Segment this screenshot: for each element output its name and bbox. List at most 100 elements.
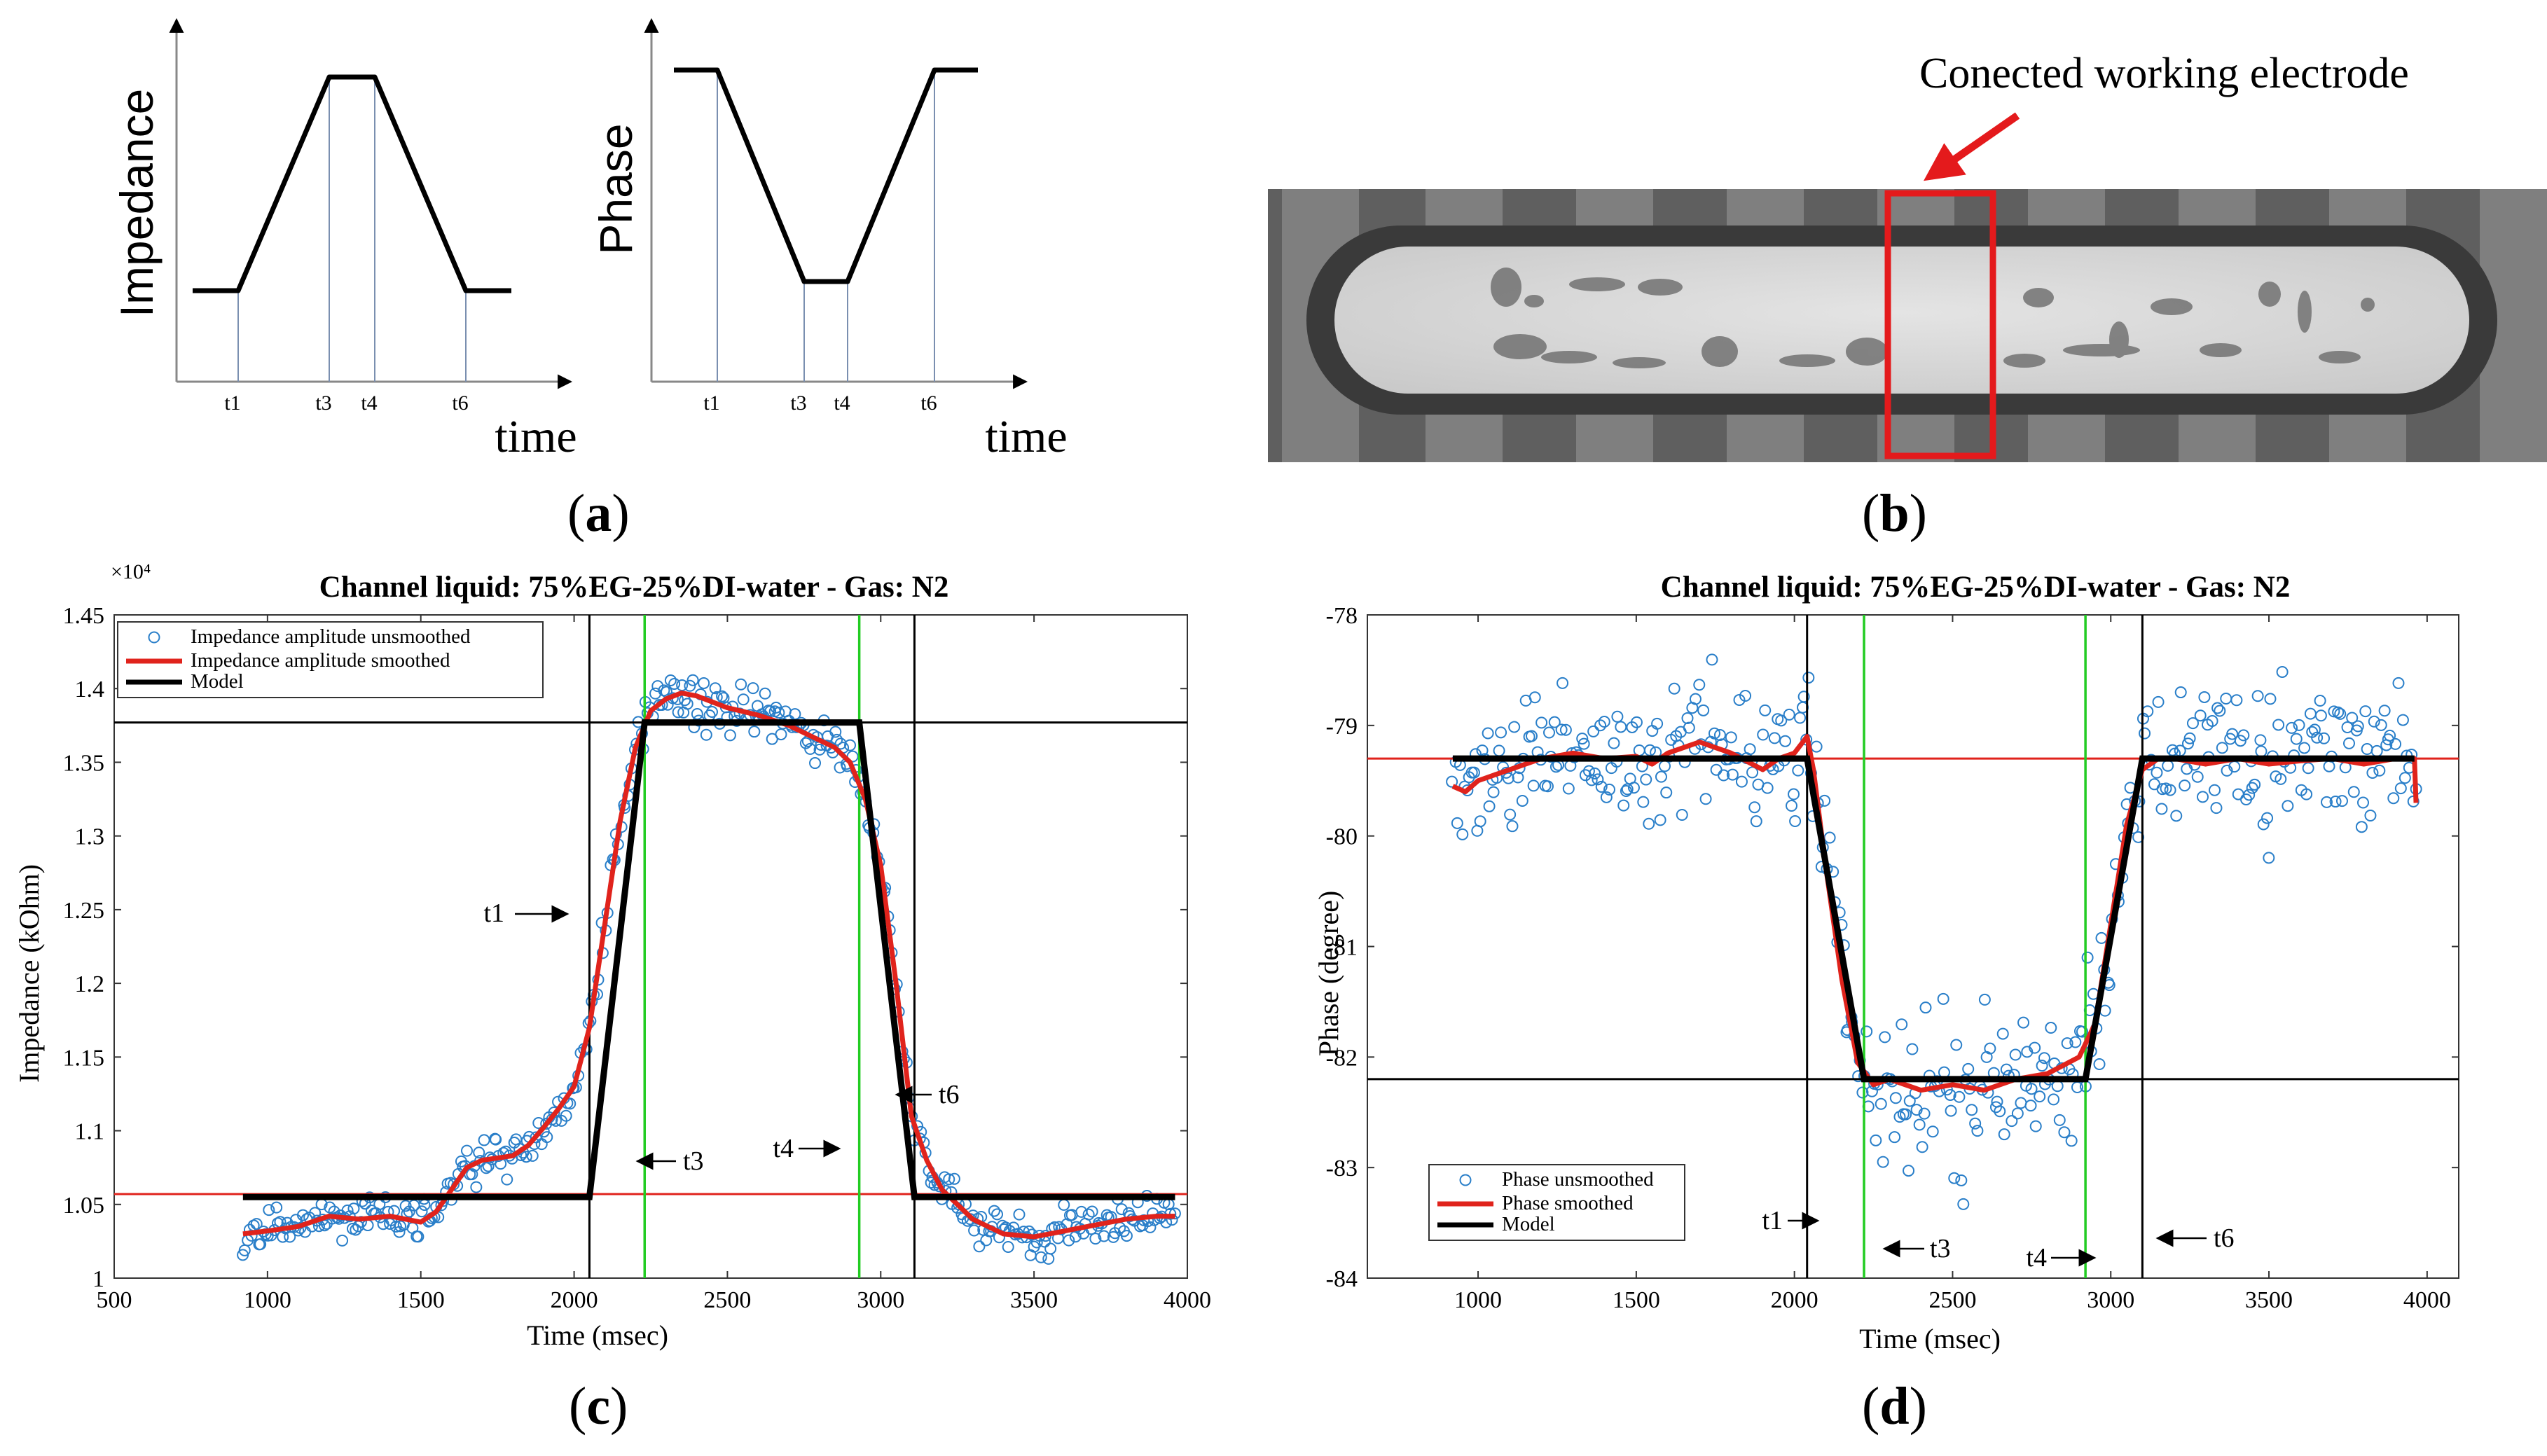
unsmoothed-point: [2389, 737, 2402, 750]
unsmoothed-point: [1718, 769, 1730, 782]
unsmoothed-point: [466, 1168, 478, 1181]
unsmoothed-point: [250, 1218, 263, 1230]
model-line: [1452, 755, 2415, 1083]
unsmoothed-point: [2373, 764, 2386, 777]
unsmoothed-point: [2261, 812, 2274, 824]
unsmoothed-point: [2257, 818, 2270, 831]
unsmoothed-point: [336, 1234, 349, 1247]
unsmoothed-point: [1468, 766, 1480, 779]
unsmoothed-point: [1640, 773, 1652, 786]
unsmoothed-point: [2293, 719, 2305, 731]
unsmoothed-point: [1792, 764, 1804, 777]
unsmoothed-points: [1446, 653, 2422, 1210]
unsmoothed-point: [1744, 743, 1756, 756]
unsmoothed-point: [2298, 742, 2311, 754]
x-tick-label: 3500: [2245, 1287, 2293, 1313]
unsmoothed-point: [1706, 653, 1718, 666]
y-tick-label: 1.45: [63, 603, 105, 629]
unsmoothed-point: [2155, 803, 2168, 815]
unsmoothed-point: [2314, 709, 2327, 722]
unsmoothed-point: [2254, 734, 2267, 747]
unsmoothed-point: [1797, 691, 1810, 703]
x-tick-label: 3000: [2087, 1287, 2134, 1313]
x-tick-label: 1000: [244, 1287, 291, 1313]
unsmoothed-point: [716, 690, 729, 702]
unsmoothed-point: [1725, 731, 1737, 744]
y-tick-label: -78: [1326, 603, 1358, 629]
unsmoothed-point: [1013, 1208, 1026, 1221]
unsmoothed-point: [2246, 782, 2258, 794]
microscope-photo: [1268, 189, 2547, 462]
unsmoothed-point: [2011, 1107, 2024, 1120]
unsmoothed-point: [1955, 1174, 1968, 1186]
unsmoothed-point: [1603, 783, 1615, 796]
unsmoothed-point: [1750, 815, 1762, 828]
panel-label-a-letter: a: [585, 484, 612, 543]
unsmoothed-point: [2152, 695, 2165, 708]
unsmoothed-point: [1098, 1230, 1110, 1242]
unsmoothed-point: [1748, 801, 1761, 814]
unsmoothed-point: [1482, 727, 1494, 740]
tick-label-t1: t1: [224, 391, 240, 415]
chart-c-ylabel: Impedance (kOhm): [13, 864, 45, 1083]
unsmoothed-point: [2342, 737, 2355, 749]
panel-label-d-letter: d: [1879, 1377, 1910, 1436]
legend-box: [117, 621, 544, 698]
unsmoothed-point: [1089, 1233, 1102, 1245]
unsmoothed-point: [834, 761, 846, 774]
unsmoothed-point: [1598, 715, 1610, 728]
unsmoothed-point: [1768, 732, 1781, 744]
unsmoothed-point: [2311, 731, 2324, 744]
tick-label-t1: t1: [703, 391, 719, 415]
unsmoothed-point: [2214, 705, 2226, 717]
unsmoothed-point: [1903, 1095, 1916, 1107]
unsmoothed-point: [735, 678, 747, 691]
unsmoothed-point: [1587, 725, 1600, 737]
unsmoothed-point: [2058, 1126, 2071, 1139]
unsmoothed-point: [1889, 1131, 1901, 1144]
unsmoothed-point: [968, 1224, 981, 1237]
unsmoothed-point: [2366, 766, 2379, 779]
unsmoothed-point: [1446, 775, 1458, 788]
panel-label-c: (c): [569, 1377, 628, 1436]
unsmoothed-point: [2216, 742, 2228, 754]
unsmoothed-point: [1759, 704, 1772, 716]
unsmoothed-point: [1585, 774, 1598, 786]
unsmoothed-point: [1548, 716, 1561, 728]
unsmoothed-point: [1896, 1018, 1908, 1031]
unsmoothed-point: [1989, 1101, 2002, 1114]
annotation-t1: t1: [483, 899, 504, 928]
unsmoothed-point: [1861, 1025, 1873, 1038]
unsmoothed-point: [1708, 727, 1720, 740]
chart-d-title: Channel liquid: 75%EG-25%DI-water - Gas:…: [1661, 571, 2291, 604]
unsmoothed-point: [2230, 694, 2243, 707]
unsmoothed-point: [2334, 707, 2347, 720]
a1-ylabel: Impedance: [111, 89, 163, 318]
y-tick-label: -82: [1326, 1045, 1358, 1071]
unsmoothed-point: [1757, 728, 1769, 741]
panel-label-b-letter: b: [1879, 484, 1910, 543]
unsmoothed-point: [1528, 691, 1541, 704]
unsmoothed-point: [1726, 768, 1739, 781]
unsmoothed-point: [809, 757, 822, 770]
photo-annotation: Conected working electrode: [1919, 50, 2409, 97]
unsmoothed-point: [789, 708, 801, 721]
unsmoothed-point: [1504, 808, 1517, 821]
unsmoothed-point: [1779, 735, 1792, 747]
unsmoothed-point: [2364, 810, 2377, 822]
unsmoothed-point: [2029, 1041, 2041, 1054]
x-tick-label: 1500: [1613, 1287, 1660, 1313]
unsmoothed-point: [1697, 704, 1710, 716]
unsmoothed-point: [2396, 714, 2409, 726]
unsmoothed-point: [2346, 712, 2359, 724]
unsmoothed-point: [461, 1144, 474, 1157]
tick-label-t6: t6: [920, 391, 937, 415]
annotation-t6: t6: [939, 1080, 960, 1109]
legend-entry: Model: [191, 670, 244, 693]
unsmoothed-point: [1875, 1097, 1887, 1110]
unsmoothed-point: [1063, 1234, 1075, 1247]
unsmoothed-point: [1916, 1141, 1928, 1153]
unsmoothed-point: [2182, 737, 2195, 750]
unsmoothed-point: [2191, 770, 2204, 783]
annotation-t1: t1: [1762, 1206, 1783, 1235]
